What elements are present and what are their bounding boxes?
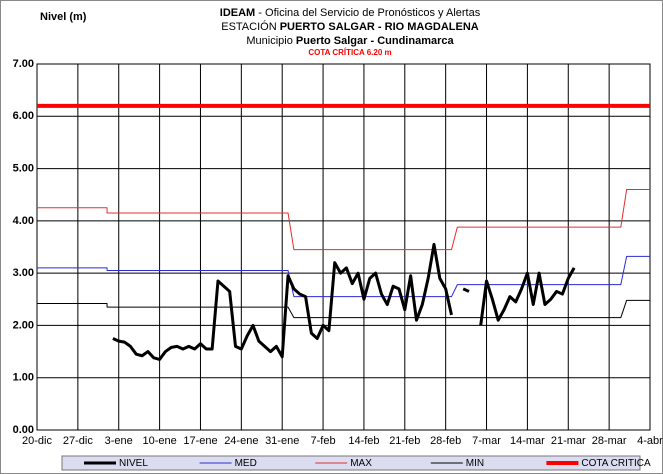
series-line — [37, 255, 650, 298]
series-line — [479, 267, 576, 326]
x-tick-label: 20-dic — [22, 435, 52, 447]
x-tick-label: 10-ene — [142, 435, 176, 447]
legend-label: MED — [235, 458, 257, 469]
x-tick-label: 21-mar — [551, 435, 586, 447]
legend-label: NIVEL — [119, 458, 148, 469]
y-tick-label: 4.00 — [13, 215, 34, 227]
x-tick-label: 3-ene — [105, 435, 133, 447]
y-tick-label: 3.00 — [13, 267, 34, 279]
title-part: IDEAM — [220, 7, 255, 19]
title-line: IDEAM - Oficina del Servicio de Pronósti… — [220, 7, 481, 19]
title-line: Municipio Puerto Salgar - Cundinamarca — [246, 35, 454, 47]
legend-label: COTA CRITICA — [581, 458, 651, 469]
x-tick-label: 24-ene — [224, 435, 258, 447]
subtitle: COTA CRÍTICA 6.20 m — [308, 48, 391, 57]
plot-area — [36, 63, 651, 431]
x-tick-label: 21-feb — [389, 435, 420, 447]
x-tick-label: 17-ene — [183, 435, 217, 447]
x-tick-label: 28-mar — [592, 435, 627, 447]
title-part: PUERTO SALGAR - RIO MAGDALENA — [280, 21, 479, 33]
series-line — [112, 242, 453, 361]
x-tick-label: 7-feb — [311, 435, 336, 447]
x-tick-label: 31-ene — [265, 435, 299, 447]
title-line: ESTACIÓN PUERTO SALGAR - RIO MAGDALENA — [221, 20, 479, 33]
legend-label: MIN — [466, 458, 484, 469]
x-tick-label: 7-mar — [472, 435, 501, 447]
title-part: Puerto Salgar - Cundinamarca — [296, 35, 455, 47]
x-tick-label: 14-mar — [510, 435, 545, 447]
x-tick-label: 14-feb — [348, 435, 379, 447]
y-tick-label: 5.00 — [13, 162, 34, 174]
series-line — [37, 299, 650, 319]
series-line — [37, 188, 650, 251]
y-tick-label: 7.00 — [13, 58, 34, 70]
y-tick-label: 0.00 — [13, 424, 34, 436]
title-part: Municipio — [246, 35, 296, 47]
x-tick-label: 4-abr — [637, 435, 663, 447]
y-tick-label: 2.00 — [13, 319, 34, 331]
x-tick-label: 27-dic — [63, 435, 93, 447]
y-tick-label: 1.00 — [13, 372, 34, 384]
y-axis-label: Nivel (m) — [40, 11, 87, 23]
legend-label: MAX — [350, 458, 372, 469]
title-part: ESTACIÓN — [221, 20, 279, 33]
y-tick-label: 6.00 — [13, 110, 34, 122]
title-part: - Oficina del Servicio de Pronósticos y … — [255, 7, 480, 19]
series-line — [462, 287, 470, 293]
legend-box — [61, 455, 641, 471]
x-tick-label: 28-feb — [430, 435, 461, 447]
